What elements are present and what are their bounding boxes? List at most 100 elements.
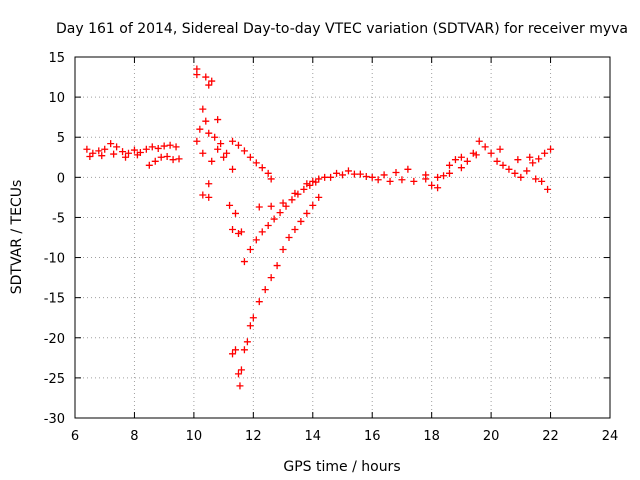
data-point: [258, 164, 266, 172]
data-point: [240, 147, 248, 155]
data-point: [214, 145, 222, 153]
data-point: [273, 262, 281, 270]
data-point: [237, 228, 245, 236]
data-point: [547, 145, 555, 153]
y-tick-label: -5: [52, 211, 65, 226]
data-point: [446, 169, 453, 177]
data-point: [226, 201, 234, 209]
data-point: [166, 141, 174, 149]
data-point: [217, 140, 225, 148]
series-evening-cluster: [422, 137, 555, 193]
data-point: [119, 148, 127, 156]
x-axis-label: GPS time / hours: [283, 459, 400, 475]
data-point: [160, 142, 168, 150]
data-point: [511, 169, 519, 177]
y-tick-label: -30: [44, 412, 65, 427]
data-point: [196, 125, 204, 133]
data-point: [255, 298, 263, 306]
data-point: [232, 346, 239, 354]
data-point: [487, 149, 495, 157]
data-point: [169, 156, 177, 164]
series-scatter-burst: [193, 65, 245, 237]
x-tick-label: 10: [186, 429, 203, 444]
data-point: [392, 169, 400, 177]
data-point: [267, 202, 275, 210]
data-point: [208, 157, 216, 165]
data-point: [440, 172, 448, 180]
data-point: [246, 153, 254, 161]
data-point: [205, 180, 213, 188]
data-point: [237, 366, 245, 374]
data-point: [386, 177, 394, 185]
data-point: [234, 370, 242, 378]
data-point: [362, 173, 370, 181]
grid: [75, 57, 610, 418]
y-tick-label: -15: [44, 292, 65, 307]
data-point: [356, 170, 364, 178]
data-point: [428, 181, 436, 189]
y-tick-label: -10: [44, 252, 65, 267]
data-point: [368, 173, 376, 181]
data-point: [309, 177, 317, 185]
data-point: [523, 167, 531, 175]
data-point: [193, 137, 201, 145]
data-point: [255, 203, 263, 211]
data-point: [101, 145, 109, 153]
data-point: [205, 129, 213, 137]
series-morning-arc: [83, 140, 180, 157]
data-point: [229, 165, 237, 173]
data-point: [303, 209, 311, 217]
data-point: [232, 209, 239, 217]
series-morning-arc-low: [86, 150, 183, 169]
data-point: [321, 173, 329, 181]
data-point: [270, 215, 278, 223]
data-point: [205, 81, 213, 89]
data-point: [350, 170, 358, 178]
data-point: [267, 274, 275, 282]
data-point: [229, 225, 237, 233]
data-point: [172, 143, 180, 151]
data-point: [538, 177, 546, 185]
data-point: [374, 176, 382, 184]
data-point: [234, 141, 242, 149]
data-point: [267, 175, 275, 183]
data-point: [199, 191, 207, 199]
data-point: [175, 155, 183, 163]
data-point: [505, 165, 513, 173]
data-point: [544, 185, 552, 193]
data-point: [264, 169, 272, 177]
data-point: [300, 185, 308, 193]
data-point: [208, 77, 216, 85]
data-point: [481, 143, 489, 151]
x-tick-label: 20: [483, 429, 500, 444]
data-point: [463, 157, 471, 165]
x-tick-label: 18: [423, 429, 440, 444]
data-point: [499, 161, 507, 169]
series-mid-arc: [240, 178, 320, 266]
data-point: [472, 151, 480, 159]
y-tick-label: 15: [48, 51, 65, 66]
data-point: [535, 155, 543, 163]
data-point: [211, 133, 219, 141]
data-point: [279, 246, 287, 254]
data-point: [380, 171, 388, 179]
data-point: [291, 189, 299, 197]
data-point: [297, 217, 305, 225]
data-point: [496, 145, 504, 153]
data-point: [422, 171, 430, 179]
chart-title: Day 161 of 2014, Sidereal Day-to-day VTE…: [56, 21, 628, 37]
data-point: [252, 159, 260, 167]
data-point: [517, 173, 525, 181]
data-point: [532, 175, 540, 183]
data-point: [285, 234, 293, 241]
data-point: [493, 157, 501, 165]
data-point: [475, 137, 483, 145]
data-point: [95, 147, 103, 155]
x-tick-label: 22: [542, 429, 559, 444]
y-tick-labels: 15 10 5 0 -5 -10 -15 -20 -25 -30: [44, 51, 65, 427]
data-point: [133, 151, 141, 159]
data-point: [457, 153, 465, 161]
data-point: [229, 137, 237, 145]
data-point: [410, 177, 418, 185]
data-point: [249, 314, 257, 322]
